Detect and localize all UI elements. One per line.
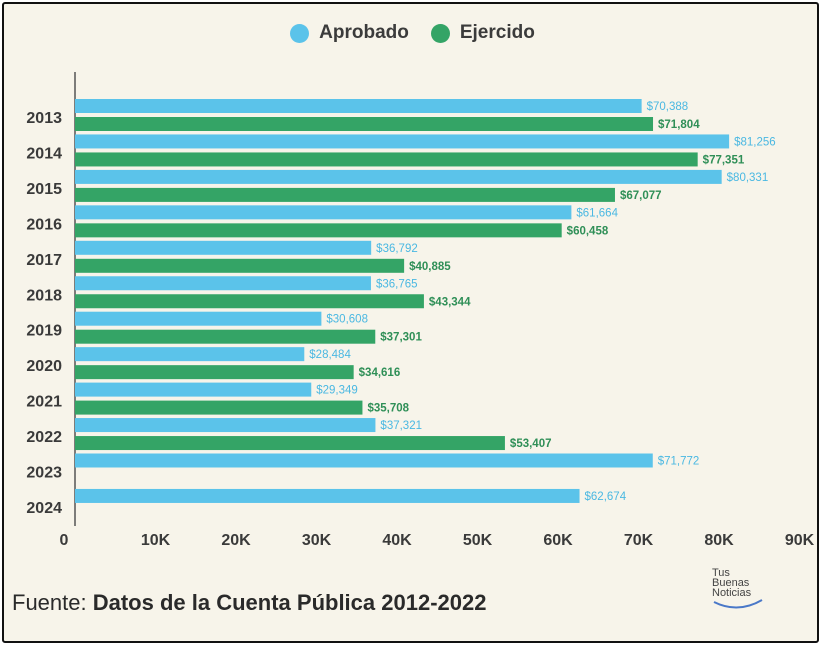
y-tick-label: 2016 bbox=[26, 216, 62, 233]
data-label-ejercido: $53,407 bbox=[510, 438, 552, 450]
x-tick-label: 0 bbox=[60, 532, 69, 549]
data-label-ejercido: $71,804 bbox=[658, 119, 700, 131]
data-label-ejercido: $77,351 bbox=[703, 154, 745, 166]
bar-aprobado bbox=[75, 382, 312, 397]
data-label-aprobado: $61,664 bbox=[576, 207, 618, 219]
legend-swatch-ejercido bbox=[430, 23, 450, 43]
bar-aprobado bbox=[75, 347, 305, 362]
y-tick-label: 2017 bbox=[26, 252, 62, 269]
logo-line-1: Tus bbox=[712, 567, 730, 579]
chart-legend: Aprobado Ejercido bbox=[0, 22, 825, 44]
y-tick-label: 2021 bbox=[26, 394, 62, 411]
bar-aprobado bbox=[75, 488, 580, 503]
bar-aprobado bbox=[75, 169, 722, 184]
legend-label-aprobado: Aprobado bbox=[319, 22, 409, 43]
data-label-aprobado: $37,321 bbox=[380, 420, 422, 432]
y-tick-label: 2022 bbox=[26, 429, 62, 446]
data-label-aprobado: $62,674 bbox=[585, 491, 627, 503]
bar-ejercido bbox=[75, 365, 354, 380]
data-label-ejercido: $35,708 bbox=[367, 403, 409, 415]
source-prefix: Fuente: bbox=[12, 590, 87, 615]
bar-ejercido bbox=[75, 294, 424, 309]
data-label-ejercido: $67,077 bbox=[620, 190, 662, 202]
x-tick-label: 30K bbox=[302, 532, 332, 549]
bar-ejercido bbox=[75, 152, 698, 167]
x-tick-label: 90K bbox=[785, 532, 815, 549]
bar-ejercido bbox=[75, 400, 363, 415]
bar-aprobado bbox=[75, 99, 642, 113]
data-label-aprobado: $36,765 bbox=[376, 278, 418, 290]
x-tick-label: 70K bbox=[624, 532, 654, 549]
source-text: Datos de la Cuenta Pública 2012-2022 bbox=[92, 590, 487, 615]
source-note: Fuente: Datos de la Cuenta Pública 2012-… bbox=[12, 590, 486, 616]
data-label-aprobado: $80,331 bbox=[727, 172, 769, 184]
legend-label-ejercido: Ejercido bbox=[459, 22, 535, 43]
data-label-aprobado: $81,256 bbox=[734, 136, 776, 148]
y-tick-label: 2020 bbox=[26, 358, 62, 375]
legend-item-aprobado: Aprobado bbox=[290, 22, 409, 44]
bar-ejercido bbox=[75, 329, 376, 344]
data-label-aprobado: $71,772 bbox=[658, 456, 700, 468]
y-tick-label: 2018 bbox=[26, 287, 62, 304]
data-label-aprobado: $30,608 bbox=[326, 314, 368, 326]
logo-line-2: Buenas bbox=[712, 577, 750, 589]
x-tick-label: 50K bbox=[463, 532, 493, 549]
data-label-ejercido: $60,458 bbox=[567, 225, 609, 237]
bar-aprobado bbox=[75, 276, 371, 291]
y-tick-label: 2024 bbox=[26, 500, 62, 517]
x-tick-label: 10K bbox=[141, 532, 171, 549]
legend-item-ejercido: Ejercido bbox=[430, 22, 535, 44]
data-label-aprobado: $70,388 bbox=[647, 101, 689, 113]
y-tick-label: 2019 bbox=[26, 323, 62, 340]
logo-line-3: Noticias bbox=[712, 587, 752, 599]
y-tick-label: 2014 bbox=[26, 145, 62, 162]
bar-ejercido bbox=[75, 436, 505, 451]
bar-ejercido bbox=[75, 223, 562, 238]
x-tick-label: 40K bbox=[382, 532, 412, 549]
data-label-aprobado: $29,349 bbox=[316, 385, 358, 397]
y-tick-label: 2023 bbox=[26, 465, 62, 482]
bar-ejercido bbox=[75, 117, 654, 131]
data-label-ejercido: $34,616 bbox=[359, 367, 401, 379]
bar-aprobado bbox=[75, 453, 653, 468]
bar-aprobado bbox=[75, 240, 372, 255]
bar-aprobado bbox=[75, 205, 572, 220]
bar-aprobado bbox=[75, 134, 730, 149]
bar-aprobado bbox=[75, 311, 322, 326]
brand-logo: Tus Buenas Noticias bbox=[712, 567, 763, 609]
data-label-aprobado: $36,792 bbox=[376, 243, 418, 255]
legend-swatch-aprobado bbox=[290, 23, 310, 43]
data-label-ejercido: $43,344 bbox=[429, 296, 471, 308]
bar-aprobado bbox=[75, 418, 376, 433]
bar-ejercido bbox=[75, 187, 615, 202]
y-tick-label: 2015 bbox=[26, 181, 62, 198]
logo-swoosh-icon bbox=[713, 599, 763, 609]
x-tick-label: 20K bbox=[221, 532, 251, 549]
data-label-ejercido: $40,885 bbox=[409, 261, 451, 273]
x-tick-label: 60K bbox=[543, 532, 573, 549]
data-label-ejercido: $37,301 bbox=[380, 332, 422, 344]
bar-ejercido bbox=[75, 258, 405, 273]
y-tick-label: 2013 bbox=[26, 110, 62, 127]
data-label-aprobado: $28,484 bbox=[309, 349, 351, 361]
x-tick-label: 80K bbox=[704, 532, 734, 549]
